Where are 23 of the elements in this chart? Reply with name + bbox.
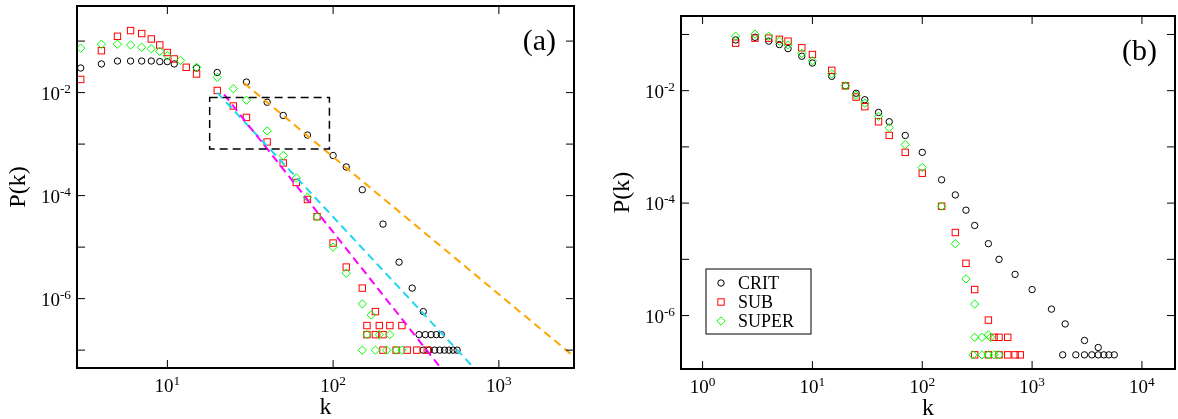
x-tick-label: 10$^{0}$ [689, 373, 716, 397]
x-tick-label: 10$^{2}$ [909, 373, 936, 397]
legend-label: CRIT [738, 273, 780, 293]
x-tick-label: 10$^{4}$ [1129, 373, 1156, 397]
x-tick-label: 10$^{3}$ [1019, 373, 1046, 397]
x-axis-title: k [922, 394, 934, 419]
x-tick-label: 10$^{1}$ [154, 372, 181, 396]
y-axis-title: P(k) [4, 166, 30, 208]
legend-label: SUB [738, 292, 774, 312]
legend-label: SUPER [738, 311, 795, 331]
y-tick-label: 10$^{-4}$ [40, 183, 72, 207]
y-tick-label: 10$^{-2}$ [644, 78, 675, 102]
y-tick-label: 10$^{-4}$ [644, 190, 676, 215]
x-tick-label: 10$^{2}$ [320, 372, 346, 396]
x-tick-label: 10$^{3}$ [486, 372, 513, 396]
annotation: (a) [522, 23, 556, 57]
y-tick-label: 10$^{-2}$ [40, 80, 71, 104]
x-axis-title: k [319, 393, 332, 419]
y-tick-label: 10$^{-6}$ [40, 286, 72, 310]
x-tick-label: 10$^{1}$ [799, 373, 826, 397]
y-axis-title: P(k) [608, 171, 634, 214]
y-tick-label: 10$^{-6}$ [644, 303, 676, 327]
annotation: (b) [1122, 33, 1157, 67]
